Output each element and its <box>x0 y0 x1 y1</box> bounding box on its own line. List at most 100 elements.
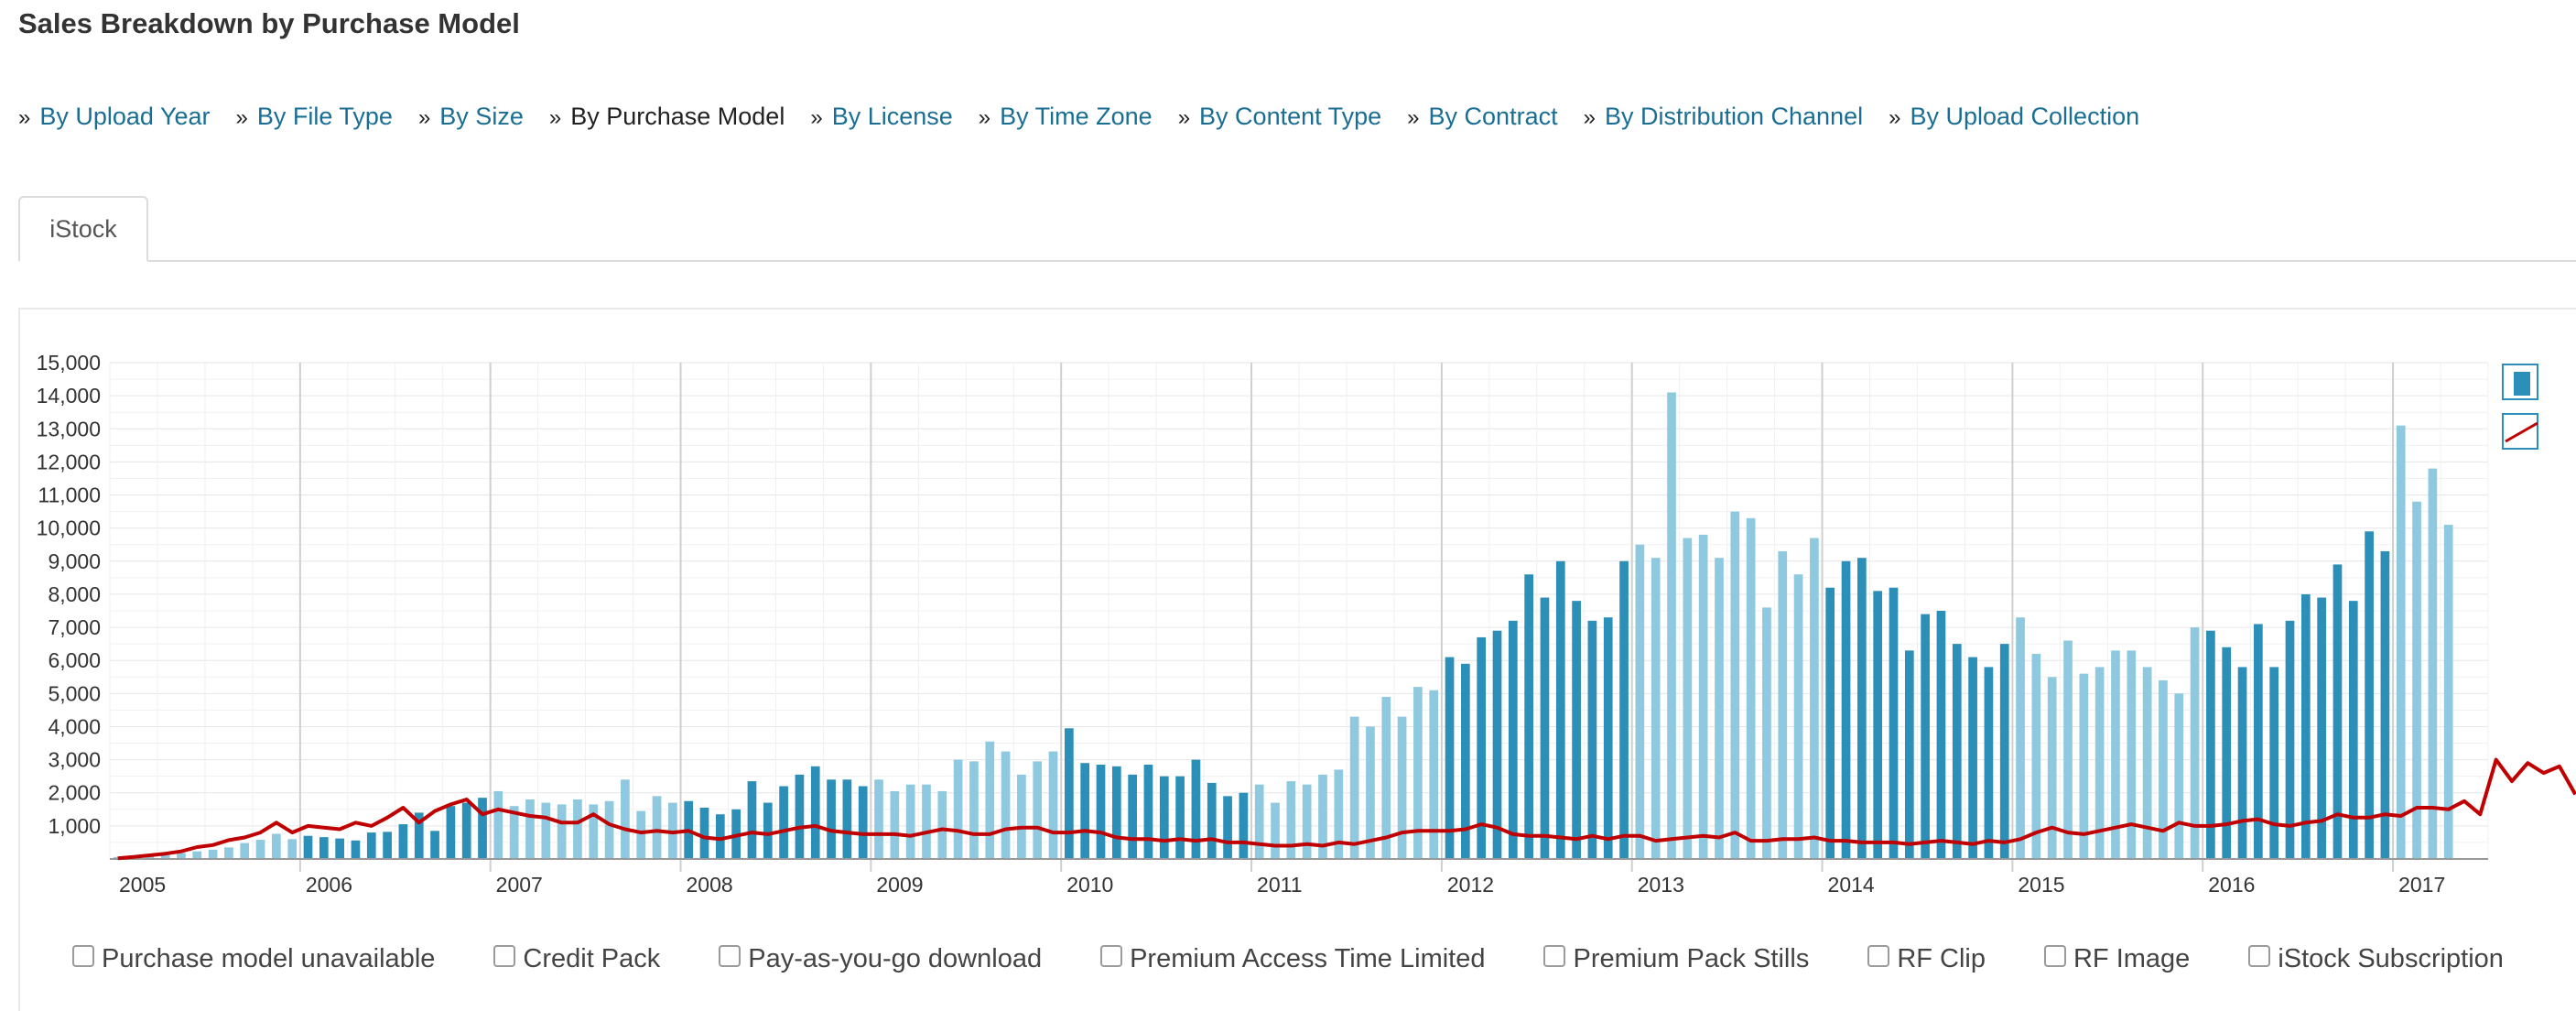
breadcrumb-link[interactable]: By Contract <box>1428 103 1558 130</box>
bar <box>1080 763 1090 859</box>
bar <box>953 759 963 859</box>
bar-chart-toggle-glyph <box>2514 372 2530 396</box>
legend-item[interactable]: iStock Subscription <box>2248 936 2504 982</box>
legend-item[interactable]: Premium Pack Stills <box>1543 936 1809 982</box>
bar <box>2127 650 2137 859</box>
legend-checkbox[interactable] <box>1100 945 1123 967</box>
bar <box>383 832 392 859</box>
bar <box>414 812 424 859</box>
bar <box>272 833 281 859</box>
bar <box>2396 425 2406 859</box>
legend-item[interactable]: Pay-as-you-go download <box>719 936 1042 982</box>
breadcrumb-link[interactable]: By Time Zone <box>1000 103 1153 130</box>
bar <box>604 800 614 859</box>
bar <box>1667 392 1676 859</box>
legend-item[interactable]: RF Image <box>2043 936 2190 982</box>
breadcrumb-link[interactable]: By Size <box>439 103 524 130</box>
legend-label: Premium Pack Stills <box>1573 943 1810 973</box>
bar <box>573 799 582 859</box>
breadcrumb-current: By Purchase Model <box>570 103 785 130</box>
bar <box>2063 640 2073 859</box>
bar <box>1999 644 2009 859</box>
x-tick-label: 2017 <box>2398 873 2445 897</box>
bar <box>2428 468 2438 859</box>
bar <box>874 779 883 859</box>
bar <box>1730 511 1740 859</box>
bar <box>287 839 298 859</box>
bar <box>763 802 773 859</box>
legend-label: iStock Subscription <box>2278 943 2504 973</box>
bar <box>1746 517 1756 859</box>
breadcrumb-item: » By Size <box>418 103 524 131</box>
bar <box>398 824 408 859</box>
bar <box>1857 558 1867 859</box>
breadcrumb-link[interactable]: By License <box>831 103 953 130</box>
bar <box>1508 620 1518 859</box>
bar <box>2365 531 2374 859</box>
bar <box>2174 693 2184 859</box>
bar <box>2094 667 2105 859</box>
legend-item[interactable]: Premium Access Time Limited <box>1100 936 1485 982</box>
y-tick-label: 5,000 <box>48 681 101 705</box>
legend-checkbox[interactable] <box>2248 945 2271 967</box>
bar <box>2222 647 2232 859</box>
bar <box>858 786 868 859</box>
x-tick-label: 2014 <box>1828 873 1875 897</box>
bar <box>1683 538 1693 859</box>
sales-chart: 1,000 2,000 3,000 4,000 5,000 6,000 7,000 8,000… <box>37 351 2576 897</box>
bar <box>1715 558 1724 859</box>
breadcrumb-link[interactable]: By Content Type <box>1199 103 1382 130</box>
page-title: Sales Breakdown by Purchase Model <box>18 7 520 39</box>
bar <box>2269 667 2279 859</box>
bar <box>319 837 329 859</box>
breadcrumb-link[interactable]: By Distribution Channel <box>1604 103 1864 130</box>
bar <box>224 847 233 859</box>
bar <box>2159 679 2168 859</box>
bar <box>366 832 376 859</box>
tab-istock[interactable]: iStock <box>18 196 148 262</box>
breadcrumb-link[interactable]: By Upload Year <box>39 103 211 130</box>
breadcrumb-separator: » <box>1407 105 1420 130</box>
bar <box>1555 560 1565 859</box>
bar <box>1921 614 1930 859</box>
breadcrumb-separator: » <box>810 105 823 130</box>
y-tick-label: 6,000 <box>48 648 101 672</box>
legend-checkbox[interactable] <box>72 945 95 967</box>
legend-checkbox[interactable] <box>2043 945 2066 967</box>
bar <box>1207 782 1217 859</box>
bar <box>1065 728 1074 859</box>
bar <box>779 786 788 859</box>
bar <box>810 766 820 859</box>
bar <box>1778 550 1788 859</box>
bar <box>890 790 900 859</box>
breadcrumb-separator: » <box>978 105 991 130</box>
breadcrumb-link[interactable]: By File Type <box>256 103 393 130</box>
breadcrumb-separator: » <box>235 105 248 130</box>
legend-checkbox[interactable] <box>719 945 741 967</box>
bar <box>1603 617 1613 859</box>
bar <box>2190 627 2200 859</box>
bar <box>303 835 313 859</box>
legend-checkbox[interactable] <box>1543 945 1566 967</box>
bar <box>1048 751 1058 859</box>
legend-checkbox[interactable] <box>493 945 516 967</box>
bar <box>1254 784 1264 859</box>
bar <box>1366 726 1375 859</box>
bar <box>969 761 979 859</box>
legend-item[interactable]: Credit Pack <box>493 936 660 982</box>
line-chart-toggle-glyph <box>2505 421 2538 443</box>
legend-item[interactable]: Purchase model unavailable <box>72 936 435 982</box>
bar <box>1271 802 1280 859</box>
bar <box>2237 667 2247 859</box>
bar <box>1572 601 1581 859</box>
bar <box>1810 538 1819 859</box>
y-tick-label: 11,000 <box>38 484 101 507</box>
bar <box>937 790 947 859</box>
legend-checkbox[interactable] <box>1867 945 1890 967</box>
breadcrumb-item: » By License <box>810 103 952 131</box>
breadcrumb-item: » By Contract <box>1407 103 1557 131</box>
legend-item[interactable]: RF Clip <box>1867 936 1986 982</box>
bar <box>1397 716 1407 859</box>
breadcrumb: » By Upload Year » By File Type » By Size » By … <box>18 103 2165 136</box>
breadcrumb-link[interactable]: By Upload Collection <box>1910 103 2140 130</box>
